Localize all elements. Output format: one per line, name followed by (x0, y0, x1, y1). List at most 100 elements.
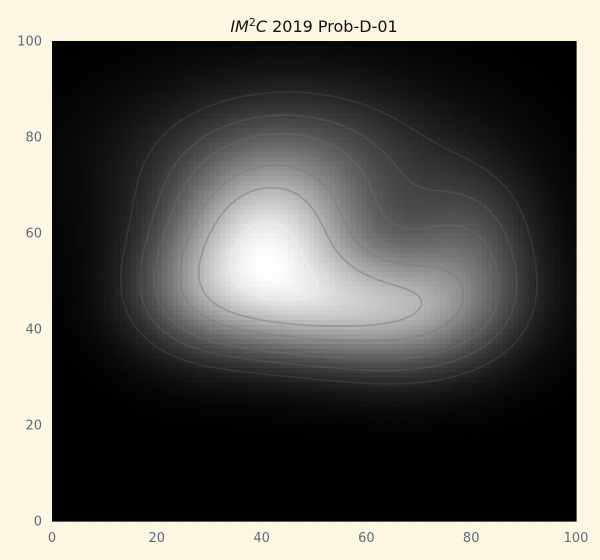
heatmap-cell (209, 396, 215, 401)
heatmap-cell (351, 348, 357, 353)
heatmap-cell (214, 324, 220, 329)
heatmap-cell (141, 449, 147, 454)
heatmap-cell (220, 511, 226, 516)
heatmap-cell (267, 401, 273, 406)
heatmap-cell (272, 415, 278, 420)
heatmap-cell (94, 492, 100, 497)
heatmap-cell (455, 382, 461, 387)
heatmap-cell (330, 502, 336, 507)
heatmap-cell (387, 291, 393, 296)
heatmap-cell (136, 377, 142, 382)
heatmap-cell (262, 291, 268, 296)
heatmap-cell (408, 391, 414, 396)
heatmap-cell (414, 468, 420, 473)
heatmap-cell (524, 358, 530, 363)
heatmap-cell (110, 507, 116, 512)
heatmap-cell (414, 473, 420, 478)
heatmap-cell (293, 497, 299, 502)
heatmap-cell (251, 401, 257, 406)
heatmap-cell (262, 324, 268, 329)
heatmap-cell (141, 286, 147, 291)
heatmap-cell (335, 439, 341, 444)
heatmap-cell (482, 305, 488, 310)
heatmap-cell (372, 468, 378, 473)
heatmap-cell (131, 463, 137, 468)
heatmap-cell (429, 348, 435, 353)
heatmap-cell (57, 310, 63, 315)
heatmap-cell (167, 449, 173, 454)
heatmap-cell (235, 449, 241, 454)
heatmap-cell (319, 511, 325, 516)
heatmap-cell (545, 363, 551, 368)
heatmap-cell (497, 348, 503, 353)
heatmap-cell (178, 435, 184, 440)
heatmap-cell (167, 406, 173, 411)
heatmap-cell (131, 439, 137, 444)
heatmap-cell (89, 295, 95, 300)
heatmap-cell (492, 449, 498, 454)
heatmap-cell (204, 487, 210, 492)
heatmap-cell (204, 449, 210, 454)
heatmap-cell (199, 516, 205, 521)
heatmap-cell (335, 483, 341, 488)
heatmap-cell (277, 454, 283, 459)
heatmap-cell (471, 435, 477, 440)
heatmap-cell (152, 305, 158, 310)
heatmap-cell (68, 420, 74, 425)
heatmap-cell (372, 315, 378, 320)
heatmap-cell (162, 497, 168, 502)
heatmap-cell (314, 459, 320, 464)
heatmap-cell (272, 478, 278, 483)
heatmap-cell (309, 435, 315, 440)
heatmap-cell (73, 372, 79, 377)
heatmap-cell (382, 502, 388, 507)
heatmap-cell (330, 497, 336, 502)
heatmap-cell (131, 382, 137, 387)
heatmap-cell (377, 492, 383, 497)
heatmap-cell (345, 396, 351, 401)
heatmap-cell (372, 363, 378, 368)
heatmap-cell (146, 353, 152, 358)
heatmap-cell (571, 353, 577, 358)
heatmap-cell (256, 420, 262, 425)
heatmap-cell (424, 324, 430, 329)
heatmap-cell (466, 502, 472, 507)
heatmap-cell (414, 300, 420, 305)
heatmap-cell (366, 334, 372, 339)
heatmap-cell (545, 353, 551, 358)
heatmap-cell (534, 478, 540, 483)
heatmap-cell (534, 511, 540, 516)
heatmap-cell (78, 334, 84, 339)
heatmap-cell (403, 425, 409, 430)
heatmap-cell (115, 319, 121, 324)
heatmap-cell (309, 315, 315, 320)
heatmap-cell (508, 439, 514, 444)
heatmap-cell (471, 507, 477, 512)
heatmap-cell (99, 507, 105, 512)
heatmap-cell (57, 363, 63, 368)
heatmap-cell (414, 401, 420, 406)
heatmap-cell (330, 372, 336, 377)
heatmap-cell (466, 435, 472, 440)
heatmap-cell (372, 334, 378, 339)
heatmap-cell (382, 420, 388, 425)
heatmap-cell (492, 487, 498, 492)
heatmap-cell (68, 324, 74, 329)
heatmap-cell (361, 305, 367, 310)
heatmap-cell (241, 310, 247, 315)
heatmap-cell (351, 363, 357, 368)
heatmap-cell (225, 435, 231, 440)
heatmap-cell (482, 483, 488, 488)
heatmap-cell (529, 324, 535, 329)
heatmap-cell (366, 315, 372, 320)
heatmap-cell (377, 401, 383, 406)
heatmap-cell (57, 281, 63, 286)
heatmap-cell (246, 300, 252, 305)
heatmap-cell (534, 343, 540, 348)
heatmap-cell (241, 406, 247, 411)
heatmap-cell (450, 468, 456, 473)
heatmap-cell (466, 420, 472, 425)
heatmap-cell (120, 454, 126, 459)
heatmap-cell (277, 406, 283, 411)
